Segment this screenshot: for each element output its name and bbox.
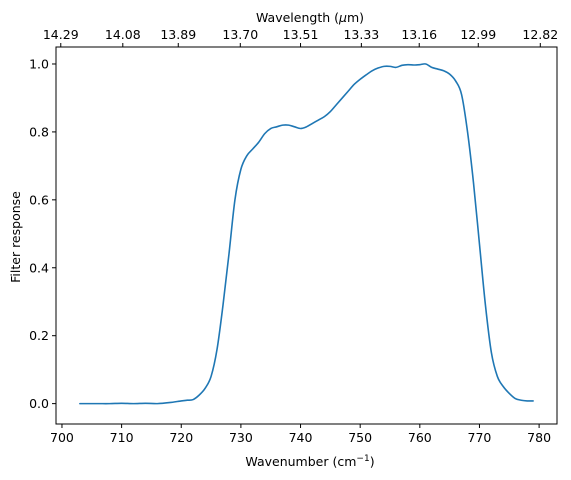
top-tick-label: 13.89: [160, 27, 196, 42]
top-tick-label: 13.33: [343, 27, 379, 42]
y-tick-label: 0.0: [29, 396, 49, 411]
top-tick-label: 13.16: [401, 27, 437, 42]
top-x-axis-title: Wavelength (μm): [256, 10, 364, 25]
y-tick-label: 0.8: [29, 124, 49, 139]
y-tick-label: 0.6: [29, 192, 49, 207]
filter-response-line: [79, 63, 534, 405]
plot-frame: [55, 46, 558, 425]
x-tick-label: 760: [408, 430, 432, 445]
x-tick-label: 770: [468, 430, 492, 445]
y-axis-title: Filter response: [8, 191, 23, 283]
top-tick-label: 12.82: [522, 27, 558, 42]
top-tick-label: 13.51: [283, 27, 319, 42]
top-x-axis: 14.29 14.08 13.89 13.70 13.51 13.33 13.16 12.99…: [43, 27, 558, 47]
x-tick-label: 710: [110, 430, 134, 445]
x-tick-label: 730: [229, 430, 253, 445]
top-tick-label: 13.70: [222, 27, 258, 42]
y-tick-label: 1.0: [29, 56, 49, 71]
x-tick-label: 700: [50, 430, 74, 445]
x-tick-label: 720: [169, 430, 193, 445]
top-tick-label: 14.29: [43, 27, 79, 42]
y-axis: 0.0 0.2 0.4 0.6 0.8 1.0: [29, 56, 56, 411]
y-tick-label: 0.4: [29, 260, 49, 275]
top-tick-label: 14.08: [105, 27, 141, 42]
y-tick-label: 0.2: [29, 328, 49, 343]
x-tick-label: 740: [289, 430, 313, 445]
x-tick-label: 780: [527, 430, 551, 445]
x-axis-title: Wavenumber (cm−1): [245, 454, 374, 469]
x-tick-label: 750: [348, 430, 372, 445]
bottom-x-axis: 700 710 720 730 740 750 760 770 780: [50, 424, 551, 445]
top-tick-label: 12.99: [460, 27, 496, 42]
